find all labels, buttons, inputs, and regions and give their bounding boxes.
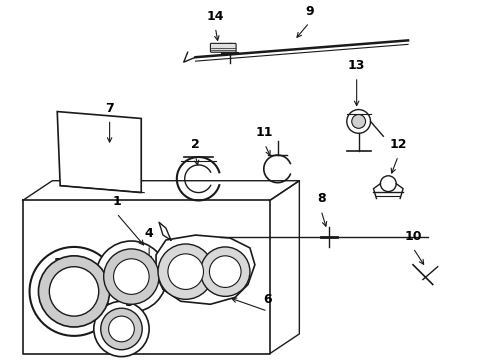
Circle shape: [209, 256, 241, 287]
Circle shape: [38, 256, 110, 327]
Circle shape: [168, 254, 203, 289]
Circle shape: [158, 244, 213, 299]
Text: 12: 12: [390, 138, 407, 151]
Text: 14: 14: [207, 10, 224, 23]
Circle shape: [352, 114, 366, 129]
Text: 13: 13: [348, 59, 366, 72]
Polygon shape: [57, 112, 141, 193]
Circle shape: [200, 247, 250, 296]
Text: 8: 8: [317, 193, 325, 206]
Text: 9: 9: [305, 5, 314, 18]
Circle shape: [114, 259, 149, 294]
Text: 1: 1: [112, 195, 121, 208]
Text: 2: 2: [191, 138, 200, 151]
Circle shape: [96, 241, 167, 312]
Text: 11: 11: [256, 126, 273, 139]
Circle shape: [104, 249, 159, 304]
Circle shape: [109, 316, 134, 342]
Circle shape: [49, 267, 99, 316]
FancyBboxPatch shape: [210, 43, 236, 52]
Text: 4: 4: [145, 227, 153, 240]
Circle shape: [347, 109, 370, 133]
Circle shape: [380, 176, 396, 192]
Polygon shape: [156, 235, 255, 304]
Circle shape: [101, 308, 142, 350]
Text: 3: 3: [53, 257, 62, 270]
Text: 6: 6: [264, 293, 272, 306]
Text: 7: 7: [105, 102, 114, 114]
Text: 10: 10: [404, 230, 422, 243]
Circle shape: [94, 301, 149, 357]
Text: 5: 5: [125, 296, 134, 309]
Circle shape: [29, 247, 119, 336]
